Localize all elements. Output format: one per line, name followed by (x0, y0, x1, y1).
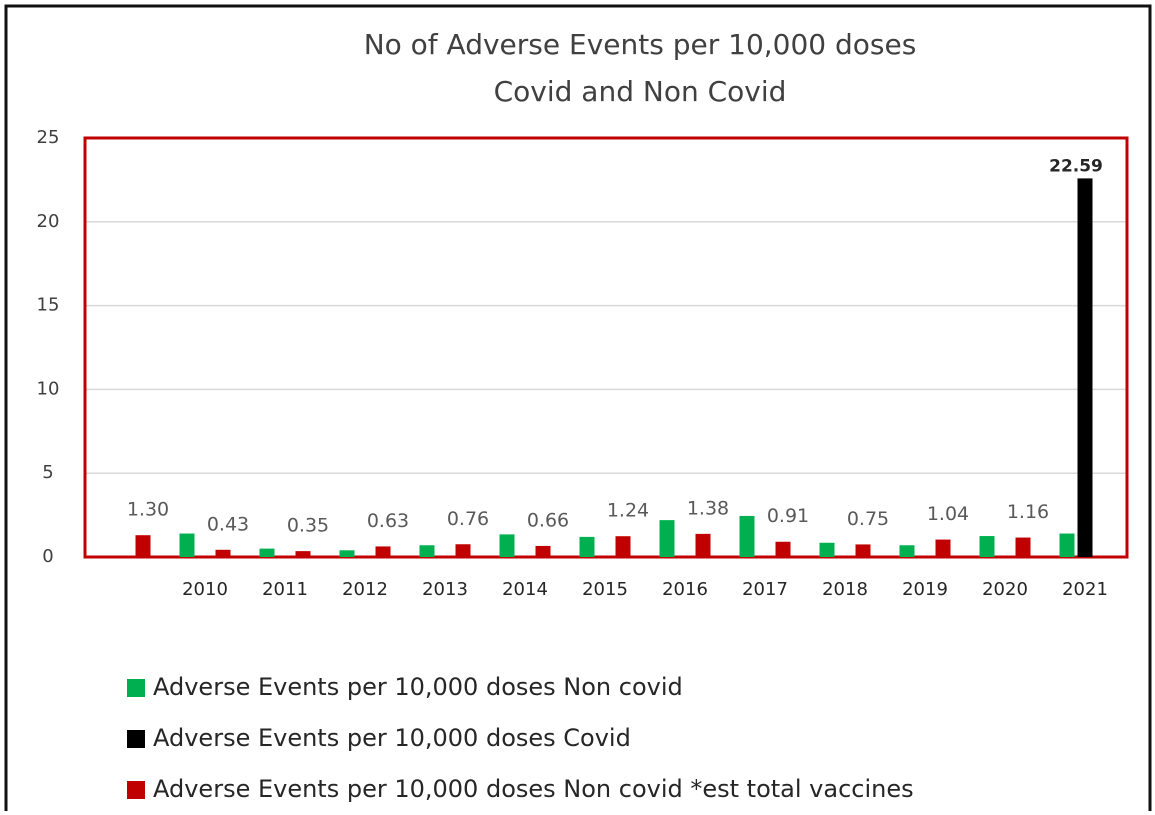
bar (215, 549, 231, 557)
bar (935, 539, 951, 557)
bar (535, 545, 551, 557)
bar (339, 550, 355, 557)
legend-label: Adverse Events per 10,000 doses Non covi… (153, 673, 683, 701)
data-label: 1.38 (687, 497, 729, 519)
bar (1059, 533, 1075, 557)
data-label: 0.91 (767, 505, 809, 527)
data-label: 1.04 (927, 503, 969, 525)
legend-swatch (127, 679, 145, 697)
data-label: 0.35 (287, 515, 329, 537)
y-tick-label: 5 (42, 462, 53, 483)
bar (739, 515, 755, 557)
bar (1015, 537, 1031, 557)
chart-title: No of Adverse Events per 10,000 doses (364, 28, 917, 61)
bar (499, 534, 515, 557)
y-tick-label: 25 (37, 127, 60, 148)
x-tick-label: 2014 (502, 579, 548, 600)
legend-swatch (127, 730, 145, 748)
x-tick-label: 2011 (262, 579, 308, 600)
bar (979, 536, 995, 557)
x-tick-label: 2015 (582, 579, 628, 600)
data-label: 1.16 (1007, 501, 1049, 523)
legend-label: Adverse Events per 10,000 doses Non covi… (153, 775, 914, 803)
bar (295, 551, 311, 557)
data-label: 1.24 (607, 500, 649, 522)
y-tick-label: 0 (42, 546, 53, 567)
legend-label: Adverse Events per 10,000 doses Covid (153, 724, 631, 752)
bar (615, 536, 631, 557)
bar (579, 536, 595, 557)
data-label: 1.30 (127, 499, 169, 521)
bar (855, 544, 871, 557)
x-tick-label: 2018 (822, 579, 868, 600)
x-tick-label: 2012 (342, 579, 388, 600)
bar (135, 535, 151, 557)
plot-border (83, 136, 1129, 559)
frame (4, 4, 1152, 815)
x-tick-label: 2013 (422, 579, 468, 600)
bar (899, 545, 915, 557)
y-tick-label: 20 (37, 211, 60, 232)
chart-subtitle: Covid and Non Covid (494, 75, 787, 108)
bar (695, 533, 711, 557)
bar (819, 542, 835, 557)
x-tick-label: 2010 (182, 579, 228, 600)
data-label: 0.43 (207, 513, 249, 535)
x-tick-label: 2021 (1062, 579, 1108, 600)
bar (455, 544, 471, 557)
legend-swatch (127, 781, 145, 799)
x-tick-label: 2016 (662, 579, 708, 600)
y-tick-label: 10 (37, 378, 60, 399)
data-label: 0.76 (447, 508, 489, 530)
data-label: 22.59 (1049, 156, 1103, 176)
data-label: 0.66 (527, 509, 569, 531)
x-tick-label: 2017 (742, 579, 788, 600)
y-tick-label: 15 (37, 295, 60, 316)
bar (419, 545, 435, 557)
bar (375, 546, 391, 557)
bar (259, 548, 275, 557)
data-label: 0.63 (367, 510, 409, 532)
x-tick-label: 2020 (982, 579, 1028, 600)
bar (179, 533, 195, 557)
data-label: 0.75 (847, 508, 889, 530)
bar (659, 520, 675, 557)
x-tick-label: 2019 (902, 579, 948, 600)
bar (1077, 178, 1093, 557)
bar (775, 541, 791, 557)
